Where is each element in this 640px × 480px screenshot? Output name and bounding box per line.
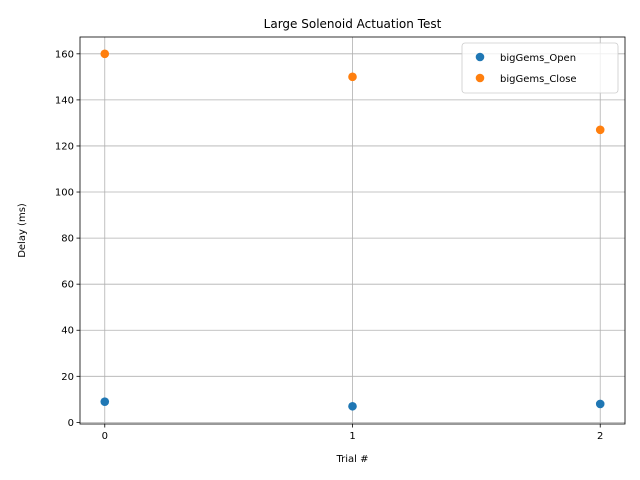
x-axis-ticks: 0 1 2: [102, 424, 603, 442]
chart-title: Large Solenoid Actuation Test: [264, 17, 442, 31]
legend-label-bigGems_Close: bigGems_Close: [500, 74, 577, 85]
point-bigGems_Open-0: [100, 397, 110, 406]
grid: [80, 37, 625, 424]
y-tick-label: 160: [55, 49, 74, 60]
x-tick-label: 2: [597, 431, 603, 442]
point-bigGems_Close-2: [595, 125, 605, 135]
point-bigGems_Open-2: [595, 399, 605, 409]
point-bigGems_Close-0: [100, 49, 110, 59]
x-axis-label: Trial #: [336, 454, 369, 465]
point-bigGems_Close-1: [348, 72, 357, 82]
y-tick-label: 0: [68, 418, 74, 429]
legend-box: [461, 42, 619, 94]
y-axis-ticks: 0 20 40 60 80 100 120 140 160: [55, 49, 80, 429]
y-tick-label: 40: [61, 326, 74, 337]
legend-marker-bigGems_Close: [475, 73, 485, 83]
y-tick-label: 100: [55, 188, 74, 199]
x-tick-label: 0: [102, 431, 108, 442]
y-tick-label: 60: [61, 280, 74, 291]
y-tick-label: 120: [55, 141, 74, 152]
y-tick-label: 80: [61, 234, 74, 245]
legend-label-bigGems_Open: bigGems_Open: [500, 53, 576, 64]
data-points: [100, 49, 605, 411]
y-tick-label: 140: [55, 95, 74, 106]
legend-marker-bigGems_Open: [475, 52, 485, 62]
y-tick-label: 20: [61, 372, 74, 383]
point-bigGems_Open-1: [348, 401, 357, 411]
y-axis-label: Delay (ms): [17, 203, 28, 258]
x-tick-label: 1: [349, 431, 355, 442]
legend: bigGems_Open bigGems_Close: [461, 42, 619, 94]
